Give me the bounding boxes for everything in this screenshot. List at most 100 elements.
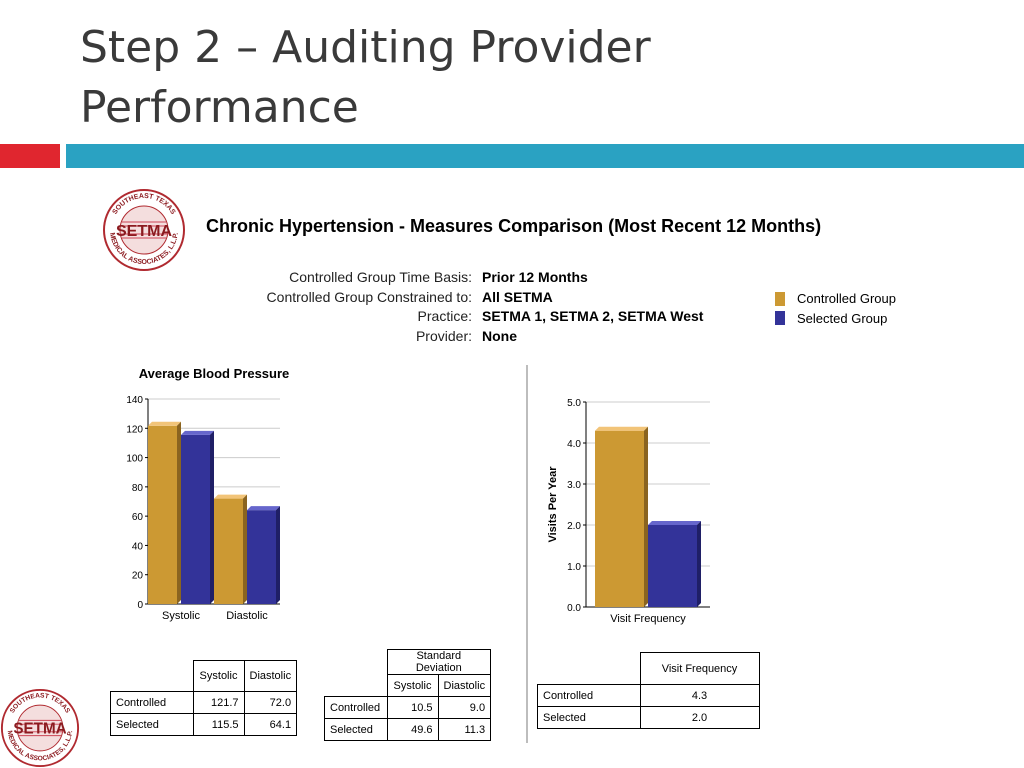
bar-top [214, 494, 247, 499]
bar-side [276, 506, 280, 604]
table-header: Systolic [192, 660, 245, 692]
x-tick-label: Systolic [162, 610, 200, 622]
bar-side [697, 521, 701, 607]
legend-item-controlled: Controlled Group [775, 289, 896, 309]
y-tick-label: 2.0 [567, 521, 581, 532]
slide-title: Step 2 – Auditing Provider Performance [80, 18, 980, 138]
table-cell: 2.0 [639, 706, 760, 729]
bar [247, 510, 276, 604]
table-cell: 121.7 [192, 691, 245, 714]
setma-logo-graphic: SETMA SOUTHEAST TEXAS MEDICAL ASSOCIATES… [103, 189, 185, 271]
table-cell: 10.5 [386, 696, 439, 719]
chart-title: Average Blood Pressure [139, 366, 290, 381]
bar-top [648, 521, 701, 525]
slide-title-line2: Performance [80, 82, 359, 133]
x-tick-label: Visit Frequency [610, 613, 686, 625]
y-tick-label: 5.0 [567, 398, 581, 409]
table-cell: 72.0 [243, 691, 298, 714]
y-tick-label: 120 [126, 424, 143, 435]
bar-side [210, 430, 214, 604]
meta-value: Prior 12 Months [482, 269, 588, 285]
bar-top [595, 426, 648, 431]
row-label: Selected [537, 706, 641, 729]
table-group-header: Standard Deviation [386, 649, 492, 675]
accent-bar-red [0, 144, 60, 168]
row-label: Controlled [537, 684, 641, 707]
meta-label: Practice: [417, 308, 472, 324]
row-label: Controlled [110, 691, 194, 714]
chart-legend: Controlled Group Selected Group [775, 289, 896, 328]
y-tick-label: 0 [137, 600, 143, 611]
bp-table: Systolic Diastolic Controlled 121.7 72.0… [110, 660, 298, 736]
report-title: Chronic Hypertension - Measures Comparis… [206, 216, 822, 236]
table-row: Controlled 4.3 [537, 684, 760, 707]
table-row: Selected 49.6 11.3 [324, 718, 492, 741]
bar [595, 430, 644, 607]
meta-row: Controlled Group Constrained to: All SET… [200, 288, 760, 308]
logo-footer-text: SETMA [13, 721, 66, 738]
y-tick-label: 80 [132, 483, 144, 494]
report-meta: Controlled Group Time Basis: Prior 12 Mo… [200, 268, 760, 346]
slide-title-line1: Step 2 – Auditing Provider [80, 22, 651, 73]
table-row: Controlled 121.7 72.0 [110, 691, 298, 714]
legend-item-selected: Selected Group [775, 309, 896, 329]
setma-logo-footer: SETMA SOUTHEAST TEXAS MEDICAL ASSOCIATES… [0, 688, 80, 768]
y-tick-label: 0.0 [567, 603, 581, 614]
meta-value: SETMA 1, SETMA 2, SETMA West [482, 308, 704, 324]
meta-value: None [482, 327, 517, 344]
bar-top [148, 421, 181, 426]
table-cell: 49.6 [386, 718, 439, 741]
table-cell: 115.5 [192, 713, 245, 736]
visits-bar-chart: Visits Per Year 0.0 1.0 2.0 3.0 4.0 5.0 Visit F… [547, 398, 710, 625]
bar [148, 425, 177, 604]
table-header: Visit Frequency [639, 652, 760, 685]
y-tick-label: 20 [132, 571, 144, 582]
legend-label: Selected Group [797, 310, 888, 326]
bar-side [177, 421, 181, 604]
y-tick-label: 140 [126, 395, 143, 406]
sd-table: Standard Deviation Systolic Diastolic Co… [324, 649, 492, 741]
meta-label: Provider: [415, 327, 472, 344]
meta-label: Controlled Group Constrained to: [266, 288, 472, 305]
meta-row: Provider: None [200, 327, 760, 347]
row-label: Controlled [324, 696, 388, 719]
table-cell: 9.0 [437, 696, 492, 719]
table-header: Diastolic [243, 660, 298, 692]
table-cell: 64.1 [243, 713, 298, 736]
table-cell: 4.3 [639, 684, 760, 707]
accent-bar-teal [66, 144, 1024, 168]
bar-top [181, 430, 214, 435]
y-axis-label: Visits Per Year [547, 466, 559, 543]
y-tick-label: 4.0 [567, 439, 581, 450]
bar-side [644, 426, 648, 607]
table-header: Diastolic [437, 674, 492, 697]
bar [214, 498, 243, 604]
meta-label: Controlled Group Time Basis: [289, 269, 472, 285]
legend-swatch-selected [775, 311, 785, 326]
logo-text: SETMA [116, 223, 172, 240]
y-tick-label: 1.0 [567, 562, 581, 573]
table-row: Controlled 10.5 9.0 [324, 696, 492, 719]
section-divider [526, 365, 528, 743]
y-tick-label: 40 [132, 541, 144, 552]
meta-row: Practice: SETMA 1, SETMA 2, SETMA West [200, 307, 760, 327]
meta-row: Controlled Group Time Basis: Prior 12 Mo… [200, 268, 760, 288]
y-tick-label: 100 [126, 454, 143, 465]
x-tick-label: Diastolic [226, 610, 268, 622]
row-label: Selected [110, 713, 194, 736]
meta-value: All SETMA [482, 288, 553, 305]
row-label: Selected [324, 718, 388, 741]
bar-top [247, 506, 280, 511]
setma-logo: SETMA SOUTHEAST TEXAS MEDICAL ASSOCIATES… [102, 188, 186, 272]
table-row: Selected 2.0 [537, 706, 760, 729]
table-cell: 11.3 [437, 718, 492, 741]
legend-label: Controlled Group [797, 291, 896, 307]
visits-table: Visit Frequency Controlled 4.3 Selected … [537, 652, 760, 729]
bp-bar-chart: Average Blood Pressure 0 20 40 60 80 100 120 140… [126, 366, 290, 622]
bar [648, 525, 697, 607]
bar [181, 434, 210, 604]
table-header: Systolic [386, 674, 439, 697]
y-tick-label: 3.0 [567, 480, 581, 491]
table-row: Selected 115.5 64.1 [110, 713, 298, 736]
y-tick-label: 60 [132, 512, 144, 523]
